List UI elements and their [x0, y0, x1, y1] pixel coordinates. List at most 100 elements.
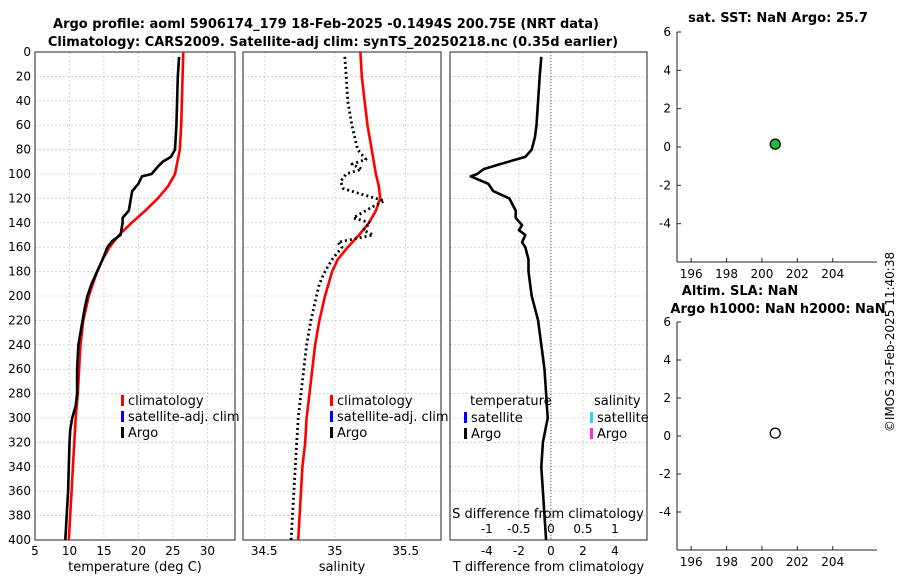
y-tick-label: 0	[663, 140, 671, 154]
x-tick-label: 34.5	[251, 544, 278, 558]
sla-panel: -4 -2 0 2 4 6 196 198 200 202 204 Altim. SLA: NaN Ar…	[659, 284, 886, 569]
difference-axes-frame	[449, 51, 648, 541]
y-tick-label: 360	[8, 484, 31, 498]
salinity-series-argo	[289, 56, 386, 541]
x-tick-label: 204	[821, 555, 844, 569]
y-tick-label: 120	[8, 191, 31, 205]
y-tick-label: 2	[663, 102, 671, 116]
y-tick-label: 20	[16, 69, 31, 83]
sla-title-line-1: Altim. SLA: NaN	[682, 284, 798, 299]
x-tick-label: 202	[786, 555, 809, 569]
y-tick-label: 4	[663, 353, 671, 367]
temperature-series-climatology	[67, 51, 185, 541]
temperature-panel: 0 20 40 60 80 100 120 140 160 180 200 220 240 260 280 3…	[8, 45, 240, 575]
y-tick-label: 300	[8, 411, 31, 425]
y-tick-label: 260	[8, 362, 31, 376]
difference-panel: -4 -2 0 2 4 T difference from climatology temp…	[449, 51, 649, 575]
y-tick-label: 2	[663, 391, 671, 405]
legend-swatch	[330, 395, 333, 406]
s-tick-label: 0.5	[573, 522, 592, 536]
y-tick-label: 340	[8, 460, 31, 474]
y-tick-label: -4	[659, 217, 671, 231]
y-tick-label: 40	[16, 94, 31, 108]
x-tick-label: 4	[611, 544, 619, 558]
difference-series-argo-t-difference	[469, 56, 550, 541]
x-tick-label: 198	[715, 555, 738, 569]
legend-label: Argo	[597, 427, 627, 442]
salinity-series-climatology	[296, 51, 382, 541]
y-tick-label: 220	[8, 313, 31, 327]
s-difference-label: S difference from climatology	[452, 507, 644, 522]
x-tick-label: 198	[715, 267, 738, 281]
y-tick-label: 160	[8, 240, 31, 254]
imos-stamp: ©IMOS 23-Feb-2025 11:40:38	[883, 252, 897, 432]
s-tick-label: 0	[547, 522, 555, 536]
legend-label: satellite-adj. clim	[128, 410, 240, 425]
legend-label: climatology	[128, 394, 204, 409]
legend-label: satellite	[597, 411, 649, 426]
y-tick-label: 80	[16, 143, 31, 157]
y-tick-label: -2	[659, 178, 671, 192]
temperature-axes-frame	[34, 51, 236, 541]
title-line-1: Argo profile: aoml 5906174_179 18-Feb-20…	[53, 17, 599, 32]
y-tick-label: 6	[663, 315, 671, 329]
legend-swatch	[464, 428, 467, 439]
x-tick-label: 204	[821, 267, 844, 281]
legend-label: climatology	[337, 394, 413, 409]
y-tick-label: 6	[663, 25, 671, 39]
y-tick-label: 60	[16, 118, 31, 132]
x-tick-label: 0	[547, 544, 555, 558]
temperature-xlabel: temperature (deg C)	[68, 560, 202, 575]
x-tick-label: 25	[165, 544, 180, 558]
s-tick-label: -0.5	[507, 522, 530, 536]
difference-xlabel: T difference from climatology	[452, 560, 645, 575]
sla-point	[769, 427, 781, 439]
legend-swatch	[121, 411, 124, 422]
x-tick-label: 202	[786, 267, 809, 281]
y-tick-label: 0	[663, 429, 671, 443]
y-tick-label: 320	[8, 435, 31, 449]
legend-title-temperature: temperature	[470, 394, 552, 409]
sst-title: sat. SST: NaN Argo: 25.7	[688, 11, 868, 26]
y-tick-label: 240	[8, 338, 31, 352]
salinity-axes-frame	[242, 51, 442, 541]
x-tick-label: 196	[680, 555, 703, 569]
x-tick-label: 35.5	[392, 544, 419, 558]
s-tick-label: -1	[481, 522, 493, 536]
sst-panel: -4 -2 0 2 4 6 196 198 200 202 204 sat. SST: NaN Arg…	[659, 11, 877, 281]
y-tick-label: 4	[663, 63, 671, 77]
legend-label: Argo	[337, 426, 367, 441]
y-tick-label: -2	[659, 467, 671, 481]
x-tick-label: 20	[131, 544, 146, 558]
salinity-panel: 34.5 35 35.5 salinity climatologysatellite-a…	[242, 51, 449, 575]
y-tick-label: 100	[8, 167, 31, 181]
x-tick-label: 2	[579, 544, 587, 558]
legend-swatch	[121, 395, 124, 406]
legend-swatch	[590, 412, 593, 423]
x-tick-label: 196	[680, 267, 703, 281]
x-tick-label: 200	[751, 267, 774, 281]
legend-swatch	[121, 427, 124, 438]
y-tick-label: 180	[8, 265, 31, 279]
legend-label: satellite-adj. clim	[337, 410, 449, 425]
x-tick-label: 30	[200, 544, 215, 558]
sst-point	[769, 138, 781, 150]
legend-swatch	[590, 428, 593, 439]
x-tick-label: 200	[751, 555, 774, 569]
y-tick-label: 380	[8, 509, 31, 523]
x-tick-label: -2	[513, 544, 525, 558]
x-tick-label: 5	[31, 544, 39, 558]
s-tick-label: 1	[611, 522, 619, 536]
y-tick-label: -4	[659, 505, 671, 519]
salinity-xlabel: salinity	[319, 560, 366, 575]
legend-swatch	[330, 427, 333, 438]
y-tick-label: 400	[8, 533, 31, 547]
y-tick-label: 280	[8, 387, 31, 401]
temperature-series-argo	[64, 56, 181, 541]
x-tick-label: 15	[96, 544, 111, 558]
legend-swatch	[330, 411, 333, 422]
y-tick-label: 200	[8, 289, 31, 303]
title-line-2: Climatology: CARS2009. Satellite-adj cli…	[48, 35, 618, 50]
x-tick-label: 35	[327, 544, 342, 558]
legend-swatch	[464, 412, 467, 423]
